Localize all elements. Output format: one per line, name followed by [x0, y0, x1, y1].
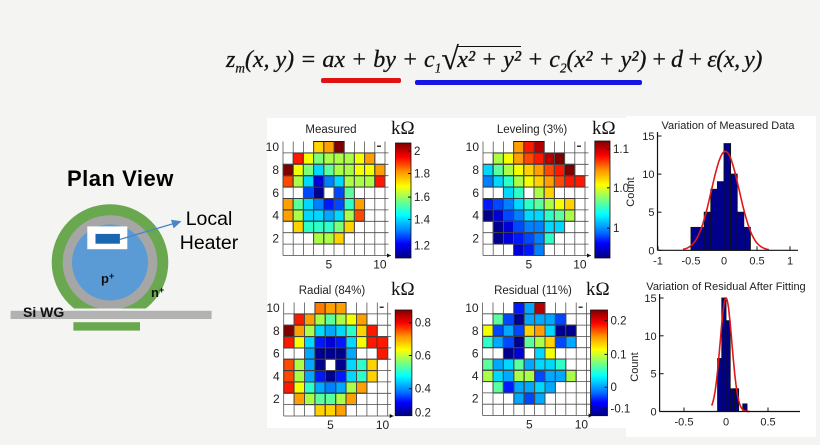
svg-text:0: 0 [611, 382, 617, 394]
svg-text:0.2: 0.2 [611, 316, 627, 328]
svg-text:2: 2 [273, 392, 280, 406]
svg-text:6: 6 [273, 347, 280, 361]
svg-text:5: 5 [650, 369, 656, 381]
svg-text:10: 10 [573, 258, 587, 272]
svg-text:0.5: 0.5 [760, 417, 775, 429]
svg-text:10: 10 [376, 418, 390, 432]
svg-text:1: 1 [787, 255, 793, 267]
svg-text:6: 6 [472, 346, 479, 360]
svg-text:5: 5 [326, 258, 333, 272]
svg-text:8: 8 [272, 163, 279, 177]
svg-text:5: 5 [526, 258, 533, 272]
svg-text:-0.5: -0.5 [675, 417, 694, 429]
svg-text:kΩ: kΩ [391, 118, 415, 139]
svg-text:0.2: 0.2 [415, 408, 431, 420]
svg-text:0.1: 0.1 [611, 349, 627, 361]
svg-text:1.6: 1.6 [414, 192, 430, 204]
svg-text:kΩ: kΩ [391, 279, 415, 300]
svg-text:6: 6 [272, 186, 279, 200]
svg-text:10: 10 [575, 418, 589, 432]
svg-text:0.6: 0.6 [415, 351, 431, 363]
svg-text:1.2: 1.2 [414, 240, 430, 252]
svg-text:-1: -1 [653, 255, 663, 267]
svg-text:6: 6 [472, 186, 479, 200]
svg-text:kΩ: kΩ [592, 118, 616, 139]
svg-text:1.4: 1.4 [414, 215, 431, 227]
svg-text:10: 10 [266, 140, 280, 154]
svg-text:1.0: 1.0 [613, 183, 629, 195]
svg-text:1: 1 [613, 223, 619, 235]
svg-text:2: 2 [472, 392, 479, 406]
svg-text:5: 5 [327, 418, 334, 432]
svg-text:0.5: 0.5 [749, 255, 764, 267]
svg-text:Measured: Measured [305, 124, 356, 136]
svg-text:4: 4 [472, 369, 479, 383]
svg-text:15: 15 [644, 293, 656, 305]
svg-text:2: 2 [414, 146, 420, 158]
svg-text:-0.5: -0.5 [682, 255, 701, 267]
svg-text:8: 8 [472, 163, 479, 177]
svg-text:kΩ: kΩ [586, 279, 610, 300]
svg-text:4: 4 [273, 369, 280, 383]
svg-text:5: 5 [526, 418, 533, 432]
svg-text:8: 8 [472, 324, 479, 338]
svg-text:Count: Count [629, 352, 641, 381]
svg-text:Variation of Measured Data: Variation of Measured Data [661, 120, 795, 132]
svg-text:Residual (11%): Residual (11%) [494, 285, 572, 297]
svg-text:0: 0 [650, 407, 656, 419]
svg-text:4: 4 [472, 209, 479, 223]
svg-text:10: 10 [644, 331, 656, 343]
svg-text:10: 10 [465, 301, 479, 315]
svg-text:0: 0 [648, 245, 654, 257]
svg-text:Radial (84%): Radial (84%) [299, 285, 366, 297]
svg-text:2: 2 [272, 231, 279, 245]
svg-text:0: 0 [721, 255, 727, 267]
svg-text:2: 2 [472, 231, 479, 245]
svg-text:1.1: 1.1 [613, 144, 629, 156]
svg-text:-0.1: -0.1 [611, 403, 631, 415]
svg-text:4: 4 [272, 209, 279, 223]
svg-text:10: 10 [266, 301, 280, 315]
svg-text:Leveling (3%): Leveling (3%) [497, 124, 567, 136]
svg-text:Count: Count [625, 177, 637, 206]
svg-text:0.8: 0.8 [415, 318, 431, 330]
svg-text:8: 8 [273, 324, 280, 338]
svg-text:1.8: 1.8 [414, 169, 430, 181]
svg-text:0: 0 [723, 417, 729, 429]
svg-text:5: 5 [648, 207, 654, 219]
svg-text:Variation of Residual After Fi: Variation of Residual After Fitting [646, 281, 805, 293]
svg-text:0.4: 0.4 [415, 384, 432, 396]
svg-text:10: 10 [466, 140, 480, 154]
svg-text:10: 10 [642, 169, 654, 181]
svg-text:15: 15 [642, 131, 654, 143]
svg-text:10: 10 [373, 258, 387, 272]
